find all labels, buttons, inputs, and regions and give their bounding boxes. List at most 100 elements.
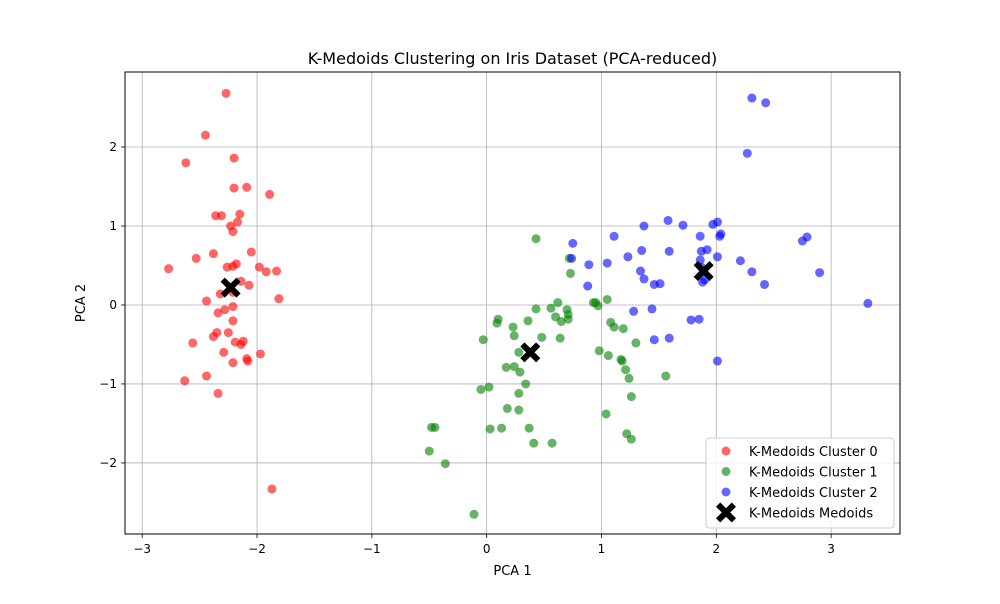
cluster-1-point — [427, 422, 437, 432]
cluster-0-point — [235, 209, 245, 219]
cluster-1-point — [594, 346, 604, 356]
cluster-1-point — [621, 365, 631, 375]
legend-medoid-marker — [716, 502, 736, 523]
y-tick-label: 2 — [109, 140, 117, 154]
chart-title: K-Medoids Clustering on Iris Dataset (PC… — [308, 49, 718, 68]
x-tick-label: 3 — [827, 542, 835, 556]
cluster-1-point — [508, 322, 518, 332]
cluster-0-point — [255, 349, 265, 359]
cluster-0-point — [202, 371, 212, 381]
cluster-2-point — [663, 215, 673, 225]
medoid-marker — [220, 277, 241, 298]
cluster-0-point — [272, 266, 282, 276]
legend-items: K-Medoids Cluster 0 K-Medoids Cluster 1 K-… — [716, 445, 878, 523]
cluster-1-point — [492, 318, 502, 328]
series-0 — [164, 88, 284, 494]
cluster-0-point — [216, 211, 226, 221]
cluster-1-point — [547, 438, 557, 448]
cluster-2-point — [708, 219, 718, 229]
cluster-0-point — [261, 267, 271, 277]
x-tick-label: 2 — [712, 542, 720, 556]
x-tick-label: −3 — [133, 542, 151, 556]
cluster-2-point — [664, 333, 674, 343]
cluster-1-point — [603, 351, 613, 361]
cluster-1-point — [524, 423, 534, 433]
cluster-0-point — [213, 388, 223, 398]
series-3 — [220, 261, 714, 363]
cluster-2-point — [567, 253, 577, 263]
plot-frame — [124, 71, 901, 535]
legend: K-Medoids Cluster 0 K-Medoids Cluster 1 K-… — [705, 437, 895, 529]
x-tick-label: 0 — [483, 542, 491, 556]
cluster-2-point — [712, 252, 722, 262]
cluster-0-point — [208, 332, 218, 342]
cluster-1-point — [556, 317, 566, 327]
cluster-1-point — [553, 298, 563, 308]
cluster-2-point — [747, 93, 757, 103]
cluster-0-point — [200, 130, 210, 140]
legend-label-3: K-Medoids Medoids — [749, 507, 873, 522]
cluster-1-point — [469, 509, 479, 519]
cluster-1-point — [424, 446, 434, 456]
cluster-2-point — [712, 356, 722, 366]
x-tick-label: −2 — [248, 542, 266, 556]
cluster-0-point — [164, 264, 174, 274]
cluster-1-point — [593, 301, 603, 311]
medoid-marker — [520, 342, 541, 363]
cluster-1-point — [521, 379, 531, 389]
legend-marker-0 — [721, 446, 731, 456]
cluster-1-point — [497, 423, 507, 433]
cluster-2-point — [742, 148, 752, 158]
cluster-0-point — [191, 253, 201, 263]
cluster-1-point — [476, 384, 486, 394]
cluster-1-point — [501, 362, 511, 372]
y-tick-label: −2 — [99, 456, 117, 470]
cluster-1-point — [502, 403, 512, 413]
cluster-0-point — [222, 262, 232, 272]
cluster-1-point — [485, 424, 495, 434]
cluster-1-point — [509, 331, 519, 341]
cluster-1-point — [523, 316, 533, 326]
cluster-2-point — [623, 252, 633, 262]
cluster-1-point — [531, 234, 541, 244]
cluster-0-point — [236, 339, 246, 349]
cluster-1-point — [515, 367, 525, 377]
cluster-2-point — [761, 98, 771, 108]
cluster-0-point — [229, 153, 239, 163]
cluster-0-point — [274, 294, 284, 304]
cluster-1-point — [529, 438, 539, 448]
cluster-2-point — [797, 236, 807, 246]
cluster-0-point — [246, 247, 256, 257]
cluster-1-point — [531, 304, 541, 314]
cluster-1-point — [509, 362, 519, 372]
cluster-0-point — [223, 328, 233, 338]
legend-box — [705, 437, 895, 529]
legend-marker-2 — [721, 487, 731, 497]
grid-lines — [125, 72, 900, 534]
cluster-1-point — [631, 338, 641, 348]
cluster-2-point — [639, 274, 649, 284]
cluster-0-point — [244, 280, 254, 290]
cluster-1-point — [537, 332, 547, 342]
cluster-0-point — [254, 262, 264, 272]
cluster-2-point — [637, 245, 647, 255]
cluster-1-point — [617, 356, 627, 366]
cluster-2-point — [678, 220, 688, 230]
cluster-2-point — [655, 279, 665, 289]
cluster-2-point — [735, 256, 745, 266]
cluster-1-point — [440, 459, 450, 469]
cluster-1-point — [514, 405, 524, 415]
medoid-marker — [693, 261, 714, 282]
cluster-0-point — [213, 308, 223, 318]
cluster-2-point — [702, 245, 712, 255]
cluster-2-point — [584, 260, 594, 270]
cluster-1-point — [618, 324, 628, 334]
cluster-1-point — [624, 373, 634, 383]
cluster-2-point — [715, 231, 725, 241]
cluster-0-point — [220, 305, 230, 315]
cluster-0-point — [228, 302, 238, 312]
legend-label-2: K-Medoids Cluster 2 — [749, 486, 878, 501]
cluster-0-point — [181, 158, 191, 168]
x-tick-label: −1 — [363, 542, 381, 556]
